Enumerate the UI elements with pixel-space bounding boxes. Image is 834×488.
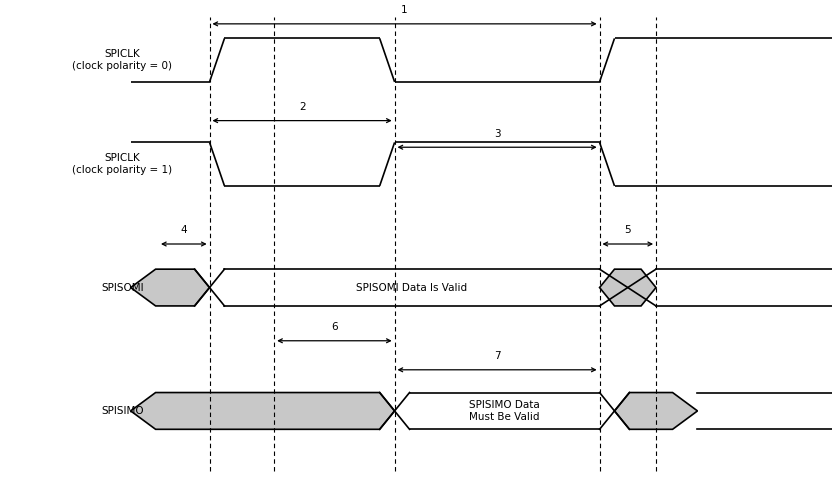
Text: SPISOMI: SPISOMI [101,283,143,292]
Text: 7: 7 [494,351,500,361]
Polygon shape [131,392,394,429]
Text: SPISIMO Data
Must Be Valid: SPISIMO Data Must Be Valid [470,400,540,422]
Polygon shape [131,269,209,306]
Text: SPISIMO: SPISIMO [101,406,143,416]
Text: 5: 5 [625,225,631,235]
Text: 1: 1 [401,5,408,15]
Text: SPISOMI Data Is Valid: SPISOMI Data Is Valid [356,283,468,292]
Text: 6: 6 [331,322,338,332]
Text: SPICLK
(clock polarity = 0): SPICLK (clock polarity = 0) [73,49,173,71]
Text: 4: 4 [180,225,187,235]
Text: 2: 2 [299,102,305,112]
Polygon shape [600,269,656,306]
Polygon shape [615,392,697,429]
Text: SPICLK
(clock polarity = 1): SPICLK (clock polarity = 1) [73,153,173,175]
Text: 3: 3 [494,128,500,139]
